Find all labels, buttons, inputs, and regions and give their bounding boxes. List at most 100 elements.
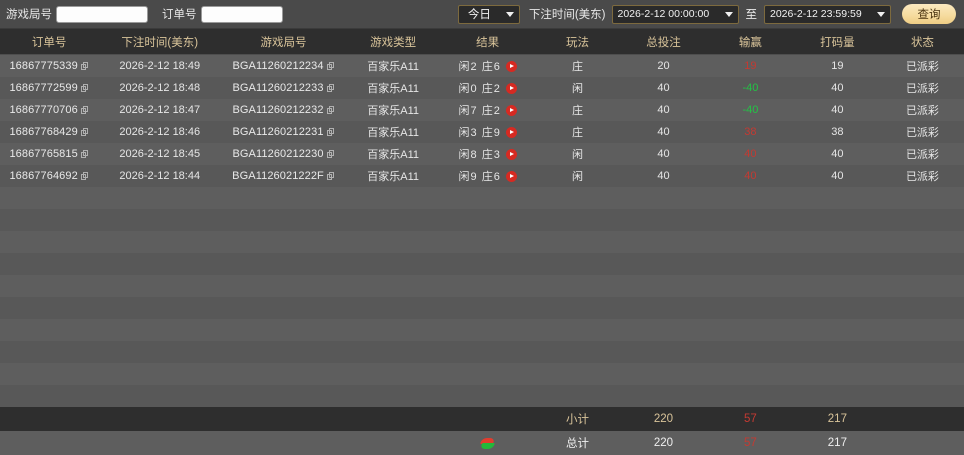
cell-chip-volume: 19: [831, 60, 844, 72]
column-header-result[interactable]: 结果: [476, 36, 500, 49]
result-inner: 闲8 庄3: [459, 146, 517, 162]
empty-cell: [0, 231, 98, 253]
column-header-game-no[interactable]: 游戏局号: [260, 36, 307, 49]
cell-bet-time: 2026-2-12 18:46: [119, 126, 201, 138]
empty-cell: [620, 385, 707, 407]
period-select[interactable]: 今日: [457, 4, 520, 24]
column-header-bet-time[interactable]: 下注时间(美东): [121, 36, 199, 49]
cell-status: 已派彩: [905, 61, 939, 73]
empty-cell: [535, 297, 620, 319]
empty-cell: [0, 209, 98, 231]
cell-bet-time: 2026-2-12 18:45: [119, 148, 201, 160]
column-header-play[interactable]: 玩法: [565, 36, 589, 49]
empty-cell: [221, 187, 346, 209]
cell-status: 已派彩: [905, 83, 939, 95]
cell-game-no: BGA11260212230: [221, 143, 346, 165]
play-video-icon[interactable]: [505, 60, 517, 72]
cell-status: 已派彩: [905, 105, 939, 117]
game-no-text: BGA11260212230: [232, 148, 324, 160]
table-row[interactable]: 16867768429 2026-2-12 18:46 BGA11260212231…: [0, 121, 964, 143]
copy-icon[interactable]: [326, 105, 335, 115]
empty-cell: [440, 253, 535, 275]
chevron-down-icon: [505, 11, 514, 17]
table-row[interactable]: 16867770706 2026-2-12 18:47 BGA11260212232…: [0, 99, 964, 121]
result-inner: 闲0 庄2: [459, 80, 517, 96]
result-inner: 闲2 庄6: [459, 58, 517, 74]
copy-icon[interactable]: [80, 105, 89, 115]
copy-icon[interactable]: [326, 61, 335, 71]
copy-icon[interactable]: [80, 83, 89, 93]
subtotal-label: 小计: [565, 414, 589, 426]
cell-play: 庄: [571, 61, 583, 73]
copy-icon[interactable]: [326, 83, 335, 93]
empty-cell: [794, 363, 881, 385]
copy-icon[interactable]: [80, 149, 89, 159]
chevron-down-icon: [724, 11, 733, 17]
empty-cell: [620, 363, 707, 385]
date-from-select[interactable]: 2026-2-12 00:00:00: [611, 4, 739, 24]
empty-cell: [620, 275, 707, 297]
table-row[interactable]: 16867772599 2026-2-12 18:48 BGA11260212233…: [0, 77, 964, 99]
copy-icon[interactable]: [80, 127, 89, 137]
cell-result: 闲8 庄3: [440, 143, 535, 165]
column-header-order-no[interactable]: 订单号: [31, 36, 67, 49]
total-pad-gtype: [346, 431, 441, 455]
empty-cell: [221, 363, 346, 385]
play-video-icon[interactable]: [505, 104, 517, 116]
empty-cell: [440, 275, 535, 297]
game-no-text: BGA11260212231: [232, 126, 324, 138]
empty-cell: [346, 341, 441, 363]
copy-icon[interactable]: [326, 127, 335, 137]
table-header-row: 订单号 下注时间(美东) 游戏局号 游戏类型 结果 玩法 总投注 输赢 打码量 …: [0, 29, 964, 55]
column-header-chip-volume[interactable]: 打码量: [820, 36, 855, 49]
empty-cell: [440, 209, 535, 231]
empty-cell: [620, 341, 707, 363]
play-video-icon[interactable]: [505, 82, 517, 94]
empty-cell: [707, 385, 794, 407]
empty-cell: [881, 385, 964, 407]
cell-total-bet: 40: [657, 82, 670, 94]
copy-icon[interactable]: [326, 149, 335, 159]
cell-order-no: 16867772599: [0, 77, 98, 99]
order-no-input[interactable]: [200, 5, 283, 23]
column-header-game-type[interactable]: 游戏类型: [370, 36, 417, 49]
game-no-input[interactable]: [56, 5, 148, 23]
empty-cell: [535, 363, 620, 385]
subtotal-row: 小计 220 57 217: [0, 407, 964, 431]
empty-cell: [620, 253, 707, 275]
cell-game-type: 百家乐A11: [367, 171, 420, 183]
cell-chip-volume: 40: [831, 148, 844, 160]
empty-cell: [881, 341, 964, 363]
copy-icon[interactable]: [80, 61, 89, 71]
play-video-icon[interactable]: [505, 170, 517, 182]
table-row[interactable]: 16867765815 2026-2-12 18:45 BGA11260212230…: [0, 143, 964, 165]
empty-cell: [221, 297, 346, 319]
date-to-select[interactable]: 2026-2-12 23:59:59: [764, 4, 891, 24]
table-row[interactable]: 16867775339 2026-2-12 18:49 BGA11260212234…: [0, 55, 964, 77]
total-win-lose: 57: [744, 437, 757, 449]
query-button[interactable]: 查询: [902, 4, 956, 24]
empty-cell: [794, 297, 881, 319]
empty-cell: [440, 187, 535, 209]
column-header-win-lose[interactable]: 输赢: [738, 36, 762, 49]
table-row[interactable]: 16867764692 2026-2-12 18:44 BGA1126021222F…: [0, 165, 964, 187]
column-header-total-bet[interactable]: 总投注: [646, 36, 681, 49]
column-header-status[interactable]: 状态: [910, 36, 934, 49]
cell-total-bet: 40: [657, 170, 670, 182]
empty-cell: [440, 319, 535, 341]
cell-status: 已派彩: [905, 127, 939, 139]
empty-cell: [535, 341, 620, 363]
play-video-icon[interactable]: [505, 126, 517, 138]
chevron-down-icon: [877, 11, 885, 17]
result-inner: 闲7 庄2: [459, 102, 517, 118]
cell-bet-time: 2026-2-12 18:47: [119, 104, 201, 116]
result-text: 闲3 庄9: [458, 127, 501, 139]
empty-cell: [346, 253, 441, 275]
empty-cell: [620, 297, 707, 319]
cell-order-no: 16867775339: [0, 55, 98, 77]
play-video-icon[interactable]: [505, 148, 517, 160]
copy-icon[interactable]: [326, 171, 335, 181]
copy-icon[interactable]: [80, 171, 89, 181]
empty-cell: [98, 275, 221, 297]
red-green-toggle-icon[interactable]: [480, 437, 496, 449]
